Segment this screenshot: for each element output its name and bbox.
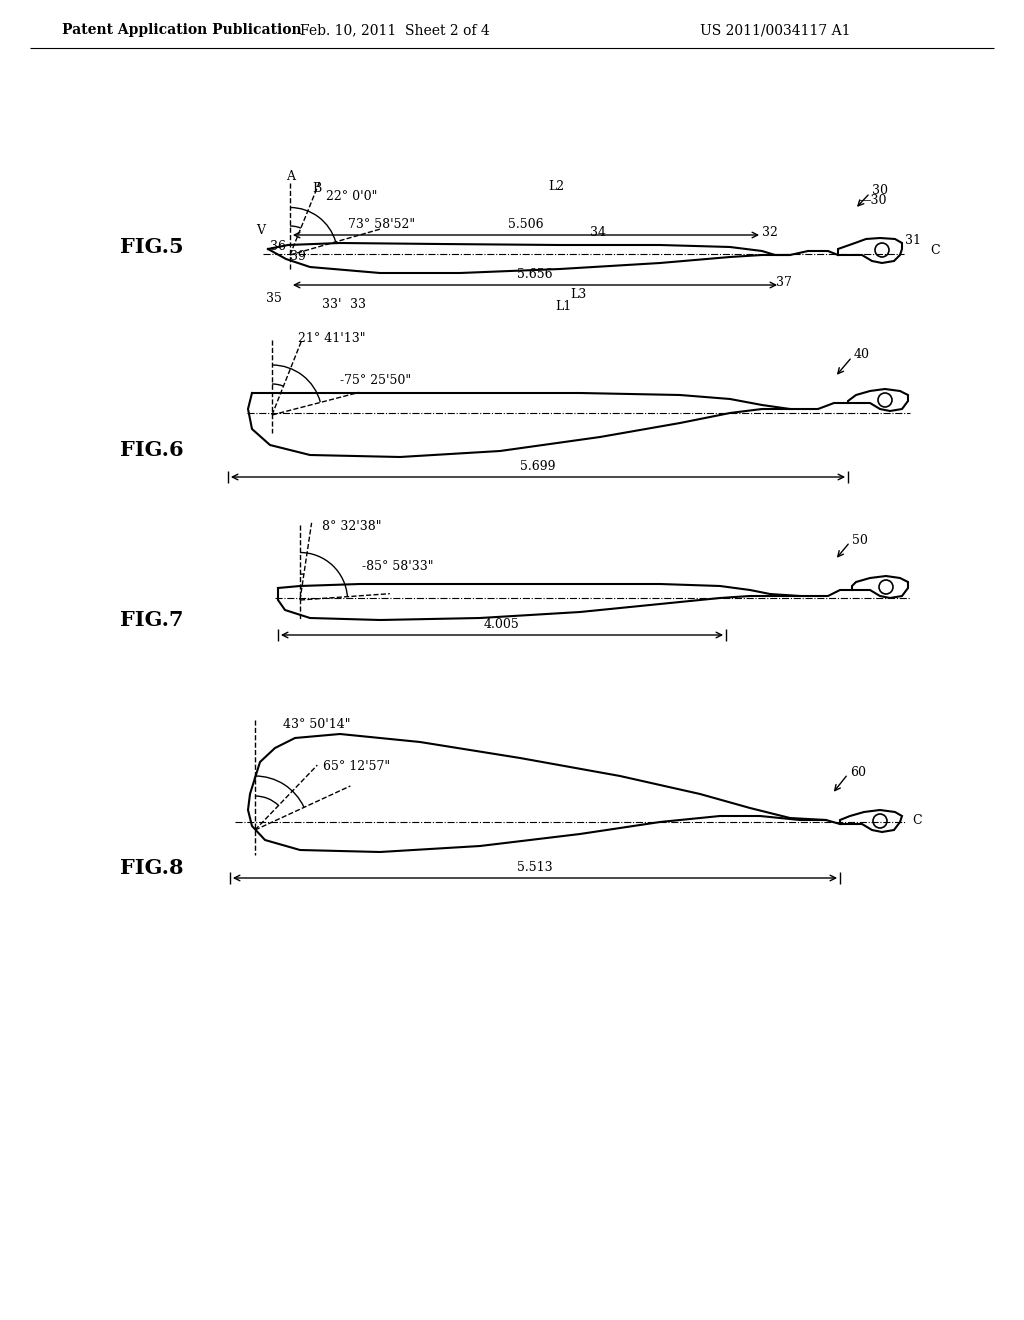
Text: FIG.8: FIG.8	[120, 858, 183, 878]
Text: Patent Application Publication: Patent Application Publication	[62, 22, 302, 37]
Text: 39: 39	[290, 251, 306, 264]
Text: A: A	[286, 170, 295, 183]
Text: —30: —30	[858, 194, 887, 206]
Text: US 2011/0034117 A1: US 2011/0034117 A1	[700, 22, 851, 37]
Text: FIG.6: FIG.6	[120, 440, 183, 459]
Text: Feb. 10, 2011  Sheet 2 of 4: Feb. 10, 2011 Sheet 2 of 4	[300, 22, 489, 37]
Text: 5.506: 5.506	[508, 218, 544, 231]
Text: 30: 30	[872, 185, 888, 198]
Text: 5.656: 5.656	[517, 268, 553, 281]
Text: -85° 58'33": -85° 58'33"	[362, 560, 433, 573]
Text: 22° 0'0": 22° 0'0"	[326, 190, 378, 203]
Text: FIG.5: FIG.5	[120, 238, 183, 257]
Text: 5.699: 5.699	[520, 459, 556, 473]
Text: B: B	[312, 182, 322, 195]
Text: 34: 34	[590, 227, 606, 239]
Text: L3: L3	[570, 289, 587, 301]
Text: -75° 25'50": -75° 25'50"	[340, 374, 411, 387]
Text: 33': 33'	[322, 298, 341, 312]
Text: C: C	[930, 243, 940, 256]
Text: 21° 41'13": 21° 41'13"	[298, 333, 366, 346]
Text: 37: 37	[776, 276, 792, 289]
Text: 65° 12'57": 65° 12'57"	[323, 759, 390, 772]
Text: V: V	[256, 223, 265, 236]
Text: 4.005: 4.005	[484, 618, 520, 631]
Text: 60: 60	[850, 766, 866, 779]
Text: 31: 31	[905, 235, 921, 248]
Text: C: C	[912, 813, 922, 826]
Text: L2: L2	[548, 181, 564, 194]
Text: 50: 50	[852, 533, 868, 546]
Text: 73° 58'52": 73° 58'52"	[348, 219, 415, 231]
Text: FIG.7: FIG.7	[120, 610, 183, 630]
Text: 32: 32	[762, 227, 778, 239]
Text: 5.513: 5.513	[517, 861, 553, 874]
Text: 33: 33	[350, 298, 366, 312]
Text: 35: 35	[266, 293, 282, 305]
Text: 36: 36	[270, 240, 286, 253]
Text: L1: L1	[555, 301, 571, 314]
Text: 40: 40	[854, 348, 870, 362]
Text: 8° 32'38": 8° 32'38"	[322, 520, 382, 532]
Text: 43° 50'14": 43° 50'14"	[283, 718, 350, 730]
